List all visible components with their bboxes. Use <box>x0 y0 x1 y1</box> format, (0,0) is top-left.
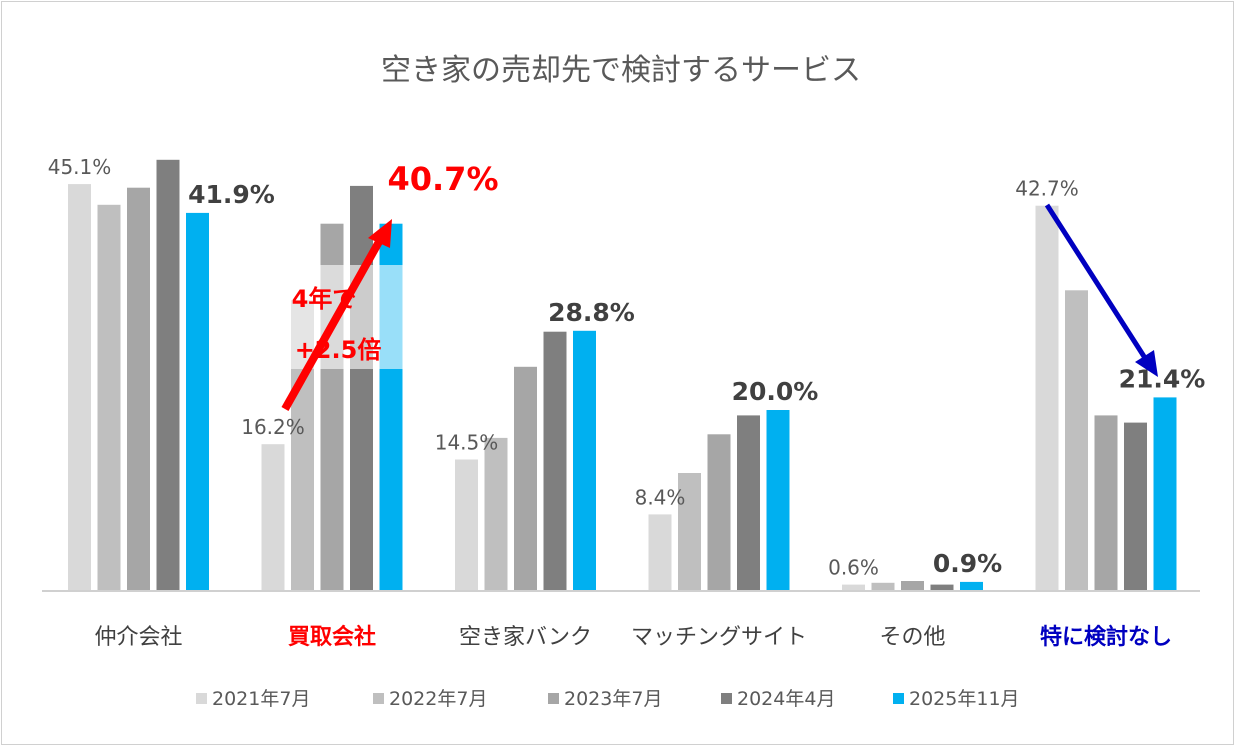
legend-swatch-5 <box>893 693 904 704</box>
growth-annotation-line2: +2.5倍 <box>295 336 382 364</box>
bar-4-3 <box>707 434 731 590</box>
growth-arrow-shaft <box>281 238 384 411</box>
bar-1-2 <box>97 204 121 591</box>
data-label-last: 0.9% <box>933 549 1002 578</box>
bar-3-1 <box>455 459 478 590</box>
bar-5-1 <box>842 584 865 590</box>
bar-5-4 <box>930 584 954 590</box>
data-label-first: 16.2% <box>241 415 305 439</box>
legend-label-5: 2025年11月 <box>909 688 1020 710</box>
data-label-first: 42.7% <box>1015 177 1079 201</box>
growth-arrow-head <box>368 219 392 248</box>
data-label-last: 41.9% <box>188 180 275 209</box>
category-label: その他 <box>879 625 945 650</box>
legend-label-2: 2022年7月 <box>389 688 487 710</box>
legend-label-1: 2021年7月 <box>212 688 310 710</box>
bar-5-3 <box>901 581 924 590</box>
bar-3-3 <box>514 366 537 590</box>
category-label: 買取会社 <box>288 624 376 650</box>
bar-1-1 <box>68 184 91 590</box>
chart-title: 空き家の売却先で検討するサービス <box>381 53 861 88</box>
bar-2-4 <box>350 185 373 590</box>
decline-arrow-head <box>1135 350 1158 377</box>
growth-annotation-line1: 4年で <box>292 285 357 313</box>
bar-4-1 <box>648 514 672 590</box>
bar-4-2 <box>678 473 701 590</box>
bar-6-1 <box>1035 205 1059 590</box>
data-label-last: 20.0% <box>732 377 819 406</box>
category-label: 特に検討なし <box>1040 624 1172 650</box>
category-label: マッチングサイト <box>631 625 807 650</box>
bar-5-5 <box>960 581 983 590</box>
bar-2-1 <box>261 444 285 590</box>
bar-6-3 <box>1094 415 1118 590</box>
category-label: 仲介会社 <box>94 625 182 650</box>
bar-1-5 <box>186 212 209 590</box>
data-label-last: 21.4% <box>1119 364 1206 393</box>
bar-5-2 <box>871 582 895 590</box>
bar-4-4 <box>737 415 760 590</box>
category-label: 空き家バンク <box>459 625 592 650</box>
bar-6-5 <box>1153 397 1177 590</box>
legend-swatch-2 <box>373 693 384 704</box>
bar-1-3 <box>127 187 150 590</box>
data-label-last: 40.7% <box>387 160 498 198</box>
legend-swatch-1 <box>196 693 207 704</box>
bar-4-5 <box>766 410 790 590</box>
data-label-first: 0.6% <box>828 556 879 580</box>
legend-label-4: 2024年4月 <box>737 688 835 710</box>
bar-6-2 <box>1065 290 1088 590</box>
bar-3-2 <box>484 437 508 590</box>
data-label-last: 28.8% <box>548 298 635 327</box>
legend-label-3: 2023年7月 <box>564 688 662 710</box>
legend-swatch-4 <box>721 693 732 704</box>
decline-arrow-shaft <box>1044 203 1148 360</box>
decline-arrow <box>1044 203 1158 377</box>
bar-6-4 <box>1124 422 1147 590</box>
bar-3-5 <box>573 330 596 590</box>
legend-swatch-3 <box>548 693 559 704</box>
data-label-first: 8.4% <box>635 485 686 509</box>
growth-arrow <box>281 219 392 411</box>
data-label-first: 45.1% <box>48 155 112 179</box>
highlight-overlay <box>285 265 405 369</box>
data-label-first: 14.5% <box>435 431 499 455</box>
bar-1-4 <box>156 159 180 591</box>
bar-3-4 <box>543 331 567 590</box>
